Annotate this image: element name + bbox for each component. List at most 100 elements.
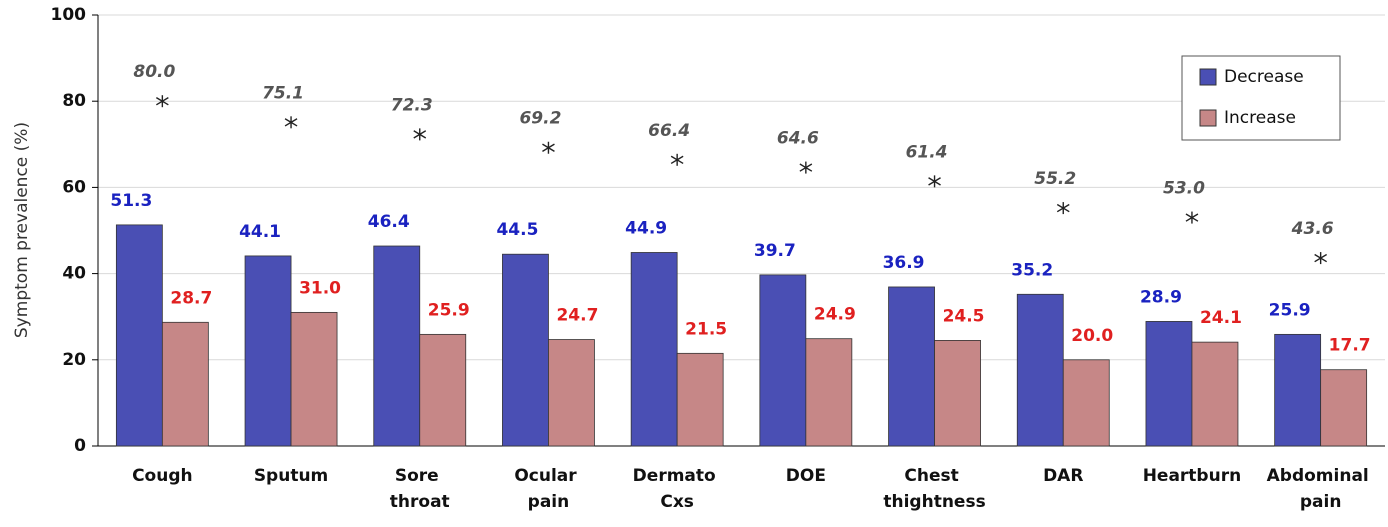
value-label: 25.9 [1269,300,1311,320]
bar [888,286,935,447]
bar [1062,359,1110,447]
x-tick-label: DOE [786,466,826,486]
value-label: 66.4 [648,121,690,141]
star-stroke [928,177,941,186]
x-tick-label: DAR [1043,466,1083,486]
x-tick-label: Ocular pain [514,466,582,512]
legend: Decrease Increase [1181,55,1341,141]
x-tick-line: pain [1300,492,1342,512]
legend-label: Decrease [1224,67,1304,87]
value-label: 36.9 [883,253,925,273]
x-tick-line: thightness [883,492,985,512]
y-tick-label: 20 [62,350,86,370]
x-tick-line: Cxs [660,492,694,512]
bar [373,245,421,447]
bar [630,252,678,447]
bar [290,311,338,447]
value-label: 28.7 [170,288,212,308]
value-label: 28.9 [1140,287,1182,307]
x-tick-label: Cough [132,466,193,486]
bar [419,333,467,447]
value-label: 31.0 [299,278,341,298]
x-tick-line: Chest [904,466,964,486]
star-marker [1185,211,1199,224]
star-marker [155,95,169,108]
value-label: 46.4 [368,212,410,232]
star-stroke [1314,253,1328,263]
star-stroke [670,155,684,165]
value-label: 24.5 [943,306,985,326]
x-tick-label: Sore throat [390,466,450,512]
star-stroke [413,130,427,139]
value-label: 24.1 [1200,308,1242,328]
x-tick-line: throat [390,492,450,512]
value-label: 21.5 [685,319,727,339]
value-label: 25.9 [428,300,470,320]
x-tick-label: Heartburn [1143,466,1242,486]
y-tick-label: 80 [62,91,86,111]
x-tick-label: Chest thightness [883,466,985,512]
value-label: 51.3 [110,191,152,211]
bar [161,321,209,447]
star-marker [799,161,813,174]
x-tick-line: Sore [395,466,445,486]
star-marker [1314,252,1328,265]
bar [1016,293,1064,447]
value-label: 44.1 [239,222,281,242]
star-stroke [155,96,169,106]
value-label: 53.0 [1163,179,1205,199]
value-label: 75.1 [262,83,304,103]
value-label: 24.7 [556,306,598,326]
value-label: 20.0 [1071,326,1113,346]
value-label: 64.6 [777,129,819,149]
star-marker [413,128,427,141]
y-tick-label: 100 [51,5,87,25]
value-label: 80.0 [133,62,175,82]
value-label: 35.2 [1011,260,1053,280]
star-stroke [799,163,813,172]
bar [1320,369,1368,447]
value-label: 39.7 [754,241,796,261]
value-label: 61.4 [906,142,948,162]
x-tick-line: Ocular [514,466,582,486]
bar [759,274,807,447]
star-stroke [542,143,555,152]
star-marker [928,175,941,188]
star-marker [670,153,684,166]
star-stroke [1056,203,1070,213]
legend-swatch [1199,109,1217,127]
star-stroke [284,118,298,127]
x-tick-label: Abdominal pain [1267,466,1375,512]
star-stroke [1185,213,1199,222]
bar [1145,321,1193,447]
bar [676,352,724,447]
x-tick-line: pain [528,492,570,512]
bar [502,253,549,447]
y-axis-title: Symptom prevalence (%) [12,122,32,338]
y-tick-label: 0 [74,436,86,456]
y-tick-label: 40 [62,264,86,284]
value-label: 55.2 [1034,169,1076,189]
bar [115,224,163,447]
bar [244,255,292,447]
x-tick-label: Dermato Cxs [633,466,722,512]
value-label: 24.9 [814,305,856,325]
y-tick-label: 60 [62,177,86,197]
value-label: 43.6 [1291,219,1334,239]
value-label: 44.5 [496,220,538,240]
value-label: 69.2 [519,109,561,129]
star-marker [542,141,555,154]
x-tick-line: Dermato [633,466,722,486]
star-marker [284,116,298,129]
bar [805,338,853,447]
bar [934,340,981,447]
bar [548,339,595,447]
x-tick-label: Sputum [254,466,328,486]
bar [1274,333,1322,447]
value-label: 44.9 [625,218,667,238]
star-marker [1056,202,1070,215]
legend-swatch [1199,68,1217,86]
x-tick-line: Abdominal [1267,466,1375,486]
value-label: 17.7 [1329,336,1371,356]
